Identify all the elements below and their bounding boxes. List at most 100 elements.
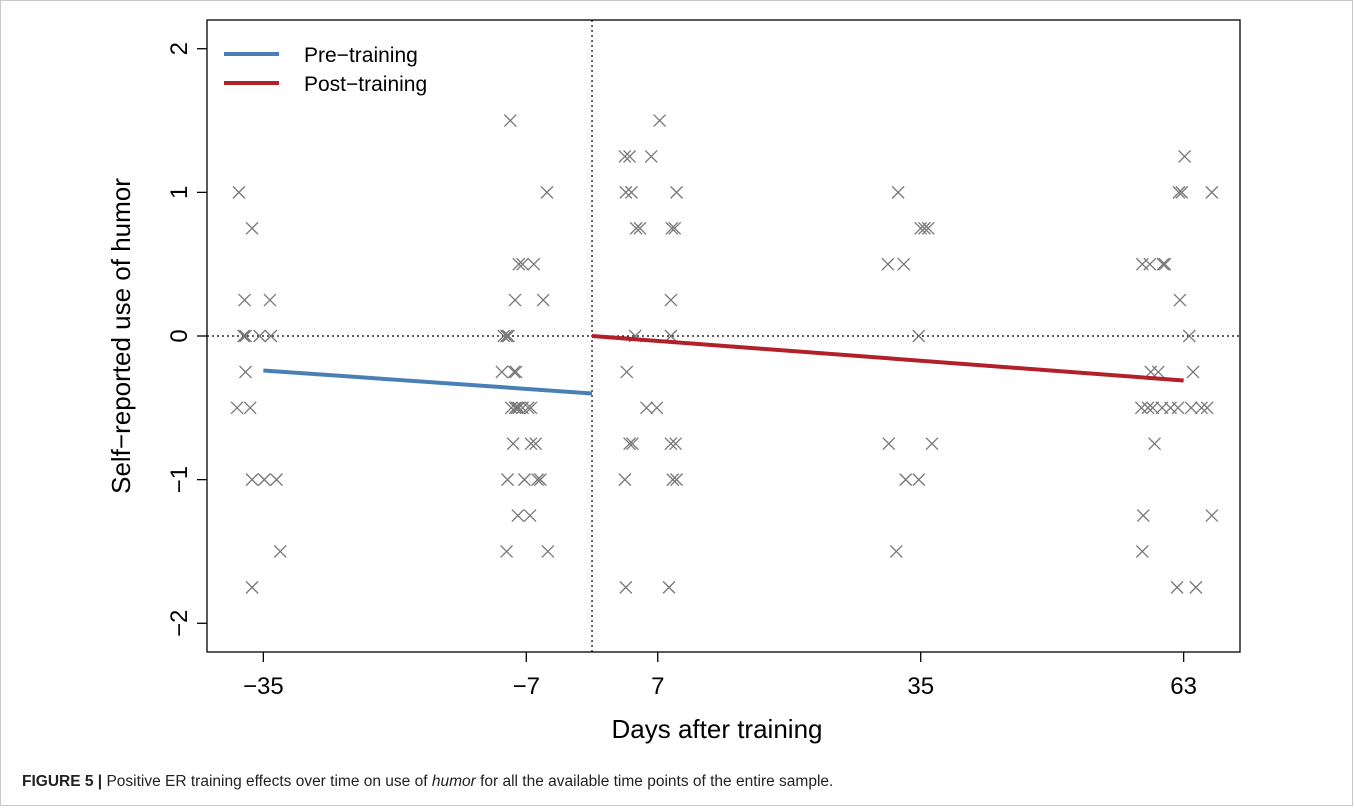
data-point [1134,401,1148,415]
data-point [1143,257,1157,271]
data-point-stroke [1143,257,1157,271]
data-point-stroke [619,185,633,199]
data-point-stroke [1182,329,1196,343]
data-point [633,221,647,235]
data-point-stroke [650,401,664,415]
data-point-stroke [644,149,658,163]
data-point-stroke [501,329,515,343]
data-point-stroke [263,293,277,307]
data-point [245,473,259,487]
data-point [650,401,664,415]
data-point-stroke [497,329,511,343]
data-point [1173,293,1187,307]
data-point-stroke [540,185,554,199]
data-point-stroke [527,257,541,271]
data-point-stroke [264,329,278,343]
data-point-stroke [521,401,535,415]
data-point [1141,401,1155,415]
data-point [666,473,680,487]
data-point-stroke [1134,401,1148,415]
data-point-stroke [245,473,259,487]
data-point [664,293,678,307]
data-point [668,221,682,235]
data-point [540,185,554,199]
data-point [662,580,676,594]
data-point-stroke [1141,401,1155,415]
data-point-stroke [506,437,520,451]
data-point [263,293,277,307]
data-point-stroke [619,580,633,594]
data-point-stroke [237,329,251,343]
data-point [521,401,535,415]
data-point-stroke [500,329,514,343]
data-point-stroke [623,149,637,163]
data-point-stroke [541,544,555,558]
data-point-stroke [1186,365,1200,379]
data-point-stroke [1175,185,1189,199]
data-point [644,149,658,163]
data-point-stroke [524,437,538,451]
y-tick-label: 1 [166,186,193,199]
data-point-stroke [620,365,634,379]
data-point-stroke [1148,437,1162,451]
data-point-stroke [273,544,287,558]
data-point-stroke [243,401,257,415]
data-point [253,329,267,343]
data-point [889,544,903,558]
data-point [664,437,678,451]
data-point [623,437,637,451]
data-point [270,473,283,487]
data-point [524,437,538,451]
data-points [230,114,1219,594]
x-tick-label: −35 [243,673,284,700]
data-point-stroke [912,473,926,487]
x-axis-label: Days after training [612,714,823,744]
data-point [918,221,931,235]
data-point-stroke [507,365,521,379]
data-point [1146,401,1160,415]
data-point [912,329,926,343]
data-point [625,185,638,199]
x-tick-label: 35 [907,673,934,700]
data-point [618,473,632,487]
data-point [264,329,278,343]
data-point-stroke [239,365,252,379]
data-point-stroke [1189,580,1203,594]
reference-lines [207,20,1240,652]
data-point [1175,185,1189,199]
caption-emphasis: humor [431,773,476,790]
data-point-stroke [517,473,531,487]
data-point [512,257,526,271]
data-point [529,437,543,451]
data-point-stroke [633,221,647,235]
data-point-stroke [245,221,259,235]
legend-label-0: Pre−training [304,44,418,67]
data-point-stroke [623,437,637,451]
figure-caption: FIGURE 5 | Positive ER training effects … [22,773,833,791]
data-point [640,401,653,415]
data-point [619,185,633,199]
data-point-stroke [1170,580,1184,594]
data-point-stroke [899,473,913,487]
data-point [512,401,526,415]
data-point-stroke [618,149,632,163]
data-point [619,580,633,594]
data-point-stroke [1135,544,1149,558]
data-point-stroke [666,473,680,487]
data-point [536,293,550,307]
y-tick-label: 2 [166,42,193,55]
data-point-stroke [270,473,283,487]
data-point-stroke [509,365,523,379]
data-point-stroke [516,257,529,271]
data-point [1156,257,1170,271]
data-point [899,473,913,487]
data-point [670,185,684,199]
data-point [912,473,926,487]
data-point [1200,401,1214,415]
data-point [506,437,520,451]
data-point [507,365,521,379]
x-tick-label: 63 [1170,673,1197,700]
data-point-stroke [670,473,684,487]
caption-text-after: for all the available time points of the… [475,773,834,790]
data-point-stroke [925,437,939,451]
